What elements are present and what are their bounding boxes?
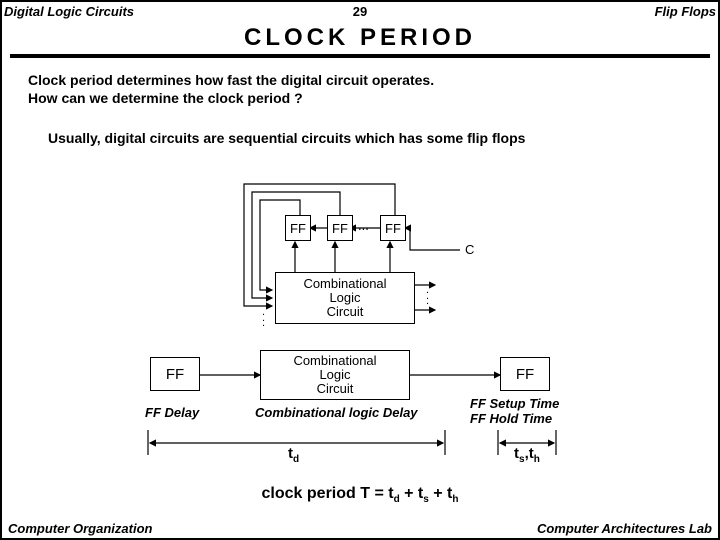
ff-delay-label: FF Delay (145, 405, 199, 420)
ff-left-box: FF (150, 357, 200, 391)
title-wrap: CLOCK PERIOD (244, 24, 476, 52)
hold-time-label: FF Hold Time (470, 412, 559, 427)
page-footer: Computer Organization Computer Architect… (0, 521, 720, 536)
title-underline (10, 54, 710, 58)
comb2-l3: Circuit (317, 382, 354, 396)
header-left: Digital Logic Circuits (4, 4, 134, 19)
setup-time-label: FF Setup Time (470, 397, 559, 412)
ff-box-3: FF (380, 215, 406, 241)
paragraph-1: Clock period determines how fast the dig… (28, 72, 434, 107)
clock-label: C (465, 242, 474, 257)
comb1-l1: Combinational (303, 277, 386, 291)
input-vdots: . . . (262, 310, 265, 327)
footer-left: Computer Organization (8, 521, 152, 536)
page-title: CLOCK PERIOD (244, 24, 476, 52)
footer-right: Computer Architectures Lab (537, 521, 712, 536)
comb1-l3: Circuit (327, 305, 364, 319)
ff-box-1: FF (285, 215, 311, 241)
ts-th-label: ts,th (514, 445, 540, 465)
setup-hold-label: FF Setup Time FF Hold Time (470, 397, 559, 427)
output-vdots: . . . (426, 288, 429, 305)
combinational-box-1: Combinational Logic Circuit (275, 272, 415, 324)
comb2-l1: Combinational (293, 354, 376, 368)
ff-ellipsis: ... (358, 218, 369, 233)
para1-line2: How can we determine the clock period ? (28, 90, 434, 108)
diagram-timing: FF Combinational Logic Circuit FF FF Del… (110, 345, 630, 480)
comb-delay-label: Combinational logic Delay (255, 405, 418, 420)
comb1-l2: Logic (329, 291, 360, 305)
clock-period-equation: clock period T = td + ts + th (0, 485, 720, 505)
header-center: 29 (353, 4, 367, 19)
ff-right-box: FF (500, 357, 550, 391)
paragraph-2: Usually, digital circuits are sequential… (48, 130, 525, 148)
td-label: td (288, 445, 299, 465)
combinational-box-2: Combinational Logic Circuit (260, 350, 410, 400)
ff-box-2: FF (327, 215, 353, 241)
header-right: Flip Flops (655, 4, 716, 19)
diagram-sequential: FF FF ... FF C Combinational Logic Circu… (180, 160, 520, 330)
para1-line1: Clock period determines how fast the dig… (28, 72, 434, 90)
comb2-l2: Logic (319, 368, 350, 382)
page-header: Digital Logic Circuits 29 Flip Flops (0, 0, 720, 22)
